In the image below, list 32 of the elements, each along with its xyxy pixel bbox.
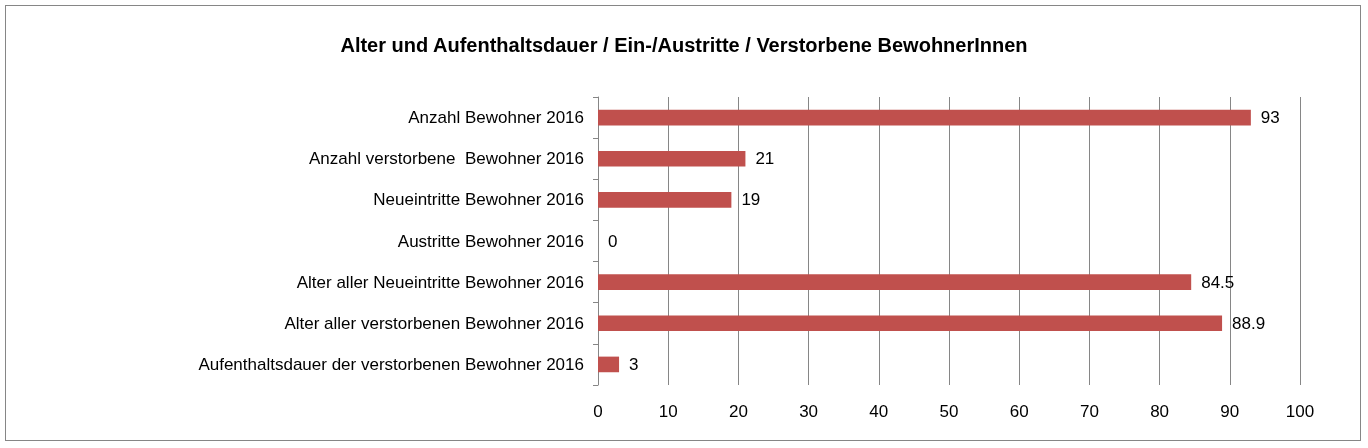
y-tick-label: Alter aller Neueintritte Bewohner 2016 [296,272,584,292]
bar [598,356,620,373]
x-tick-label: 100 [1285,402,1315,421]
data-label: 84.5 [1201,272,1235,292]
y-tick-label: Anzahl Bewohner 2016 [408,108,584,128]
y-tick-label: Anzahl verstorbene Bewohner 2016 [308,149,584,169]
x-tick-label: 80 [1150,402,1170,421]
y-tick-label: Neueintritte Bewohner 2016 [373,190,584,210]
x-tick-label: 60 [1009,402,1029,421]
x-tick-label: 20 [728,402,748,421]
data-label: 19 [741,190,761,210]
chart-title: Alter und Aufenthaltsdauer / Ein-/Austritte / Verstorbene BewohnerInnen [340,34,1028,56]
x-tick-label: 70 [1079,402,1099,421]
x-tick-label: 50 [939,402,959,421]
x-tick-label: 30 [799,402,819,421]
data-label: 0 [608,231,618,251]
x-tick-label: 0 [593,402,603,421]
data-label: 88.9 [1232,313,1266,333]
x-tick-label: 40 [869,402,889,421]
data-label: 3 [629,354,639,374]
y-tick-label: Alter aller verstorbenen Bewohner 2016 [284,313,584,333]
bar [598,192,732,208]
bar [598,150,746,167]
x-tick-label: 10 [658,402,678,421]
bar [598,315,1223,332]
data-label: 93 [1260,108,1280,128]
y-tick-label: Austritte Bewohner 2016 [397,231,584,251]
y-tick-label: Aufenthaltsdauer der verstorbenen Bewohner 2016 [198,354,584,374]
bar [598,109,1251,126]
bar [598,274,1192,290]
x-tick-label: 90 [1220,402,1240,421]
data-label: 21 [755,149,775,169]
